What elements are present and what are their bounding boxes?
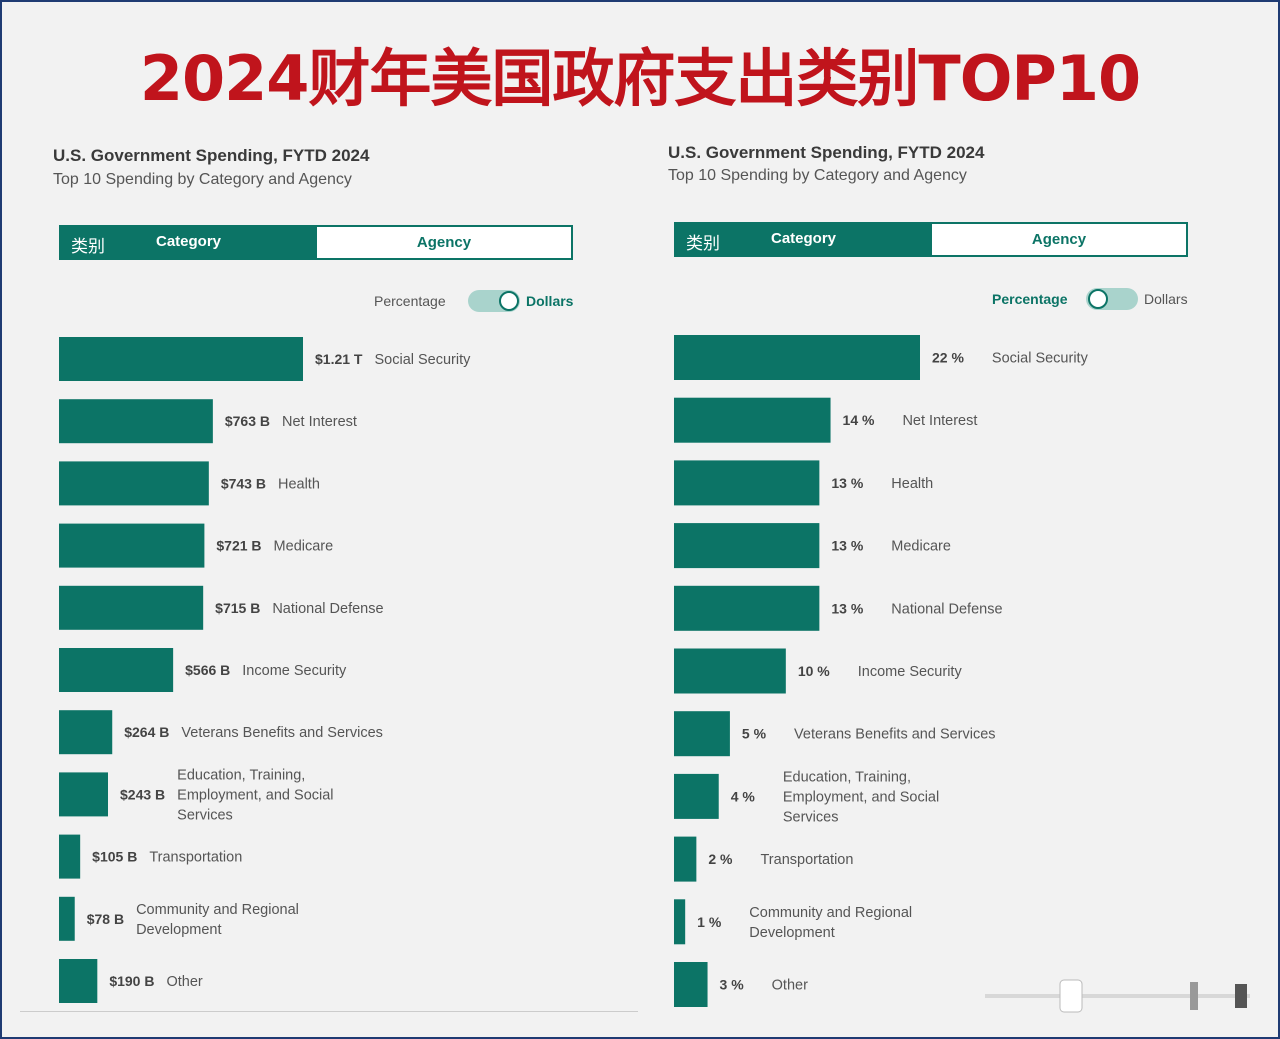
divider [20,1011,638,1012]
panel-title: U.S. Government Spending, FYTD 2024 [53,146,370,165]
category-label: Medicare [274,539,334,555]
toggle-label-percentage: Percentage [992,291,1068,307]
category-label: Health [891,476,933,492]
unit-toggle-switch[interactable] [1086,288,1138,310]
bar[interactable] [674,523,820,569]
tab-cn-label: 类别 [686,234,720,254]
bar[interactable] [59,710,113,755]
chart-dollars: $1.21 T Social Security $763 B Net Interest… [59,337,471,1003]
category-label: Income Security [242,663,347,679]
value-label: $763 B [225,413,270,429]
bar[interactable] [59,585,204,630]
value-label: $243 B [120,786,165,802]
unit-toggle: Percentage Dollars [374,290,574,314]
chart-percentage: 22 % Social Security 14 % Net Interest 13 % H… [674,335,1089,1007]
toggle-label-dollars: Dollars [526,293,574,309]
value-label: $566 B [185,662,230,678]
value-label: 13 % [831,538,863,554]
tab-cn-label: 类别 [71,237,105,257]
bar[interactable] [59,337,303,381]
bar[interactable] [59,959,98,1003]
category-label: Net Interest [282,414,357,430]
watermark-icon [985,979,1250,1013]
category-label: Social Security [992,351,1089,367]
category-label: Medicare [891,539,951,555]
tab-category-label: Category [156,233,222,250]
value-label: 5 % [742,726,767,742]
bar[interactable] [59,648,174,692]
category-label: Other [772,978,808,994]
value-label: $105 B [92,849,137,865]
value-label: 13 % [831,475,863,491]
bar[interactable] [674,899,686,945]
value-label: 2 % [708,851,733,867]
bar[interactable] [59,461,209,506]
bar[interactable] [674,585,820,631]
panel-title: U.S. Government Spending, FYTD 2024 [668,143,985,162]
value-label: 14 % [843,412,875,428]
toggle-knob [1088,289,1108,309]
tab-agency[interactable]: Agency [1031,231,1087,248]
category-label: Income Security [858,664,963,680]
category-label: Transportation [149,850,242,866]
bar[interactable] [674,460,820,506]
bar[interactable] [59,399,213,444]
unit-toggle: Percentage Dollars [992,288,1192,312]
bar[interactable] [674,836,697,882]
category-label: Community and Regional Development [136,902,299,938]
tab-agency[interactable]: Agency [416,234,472,251]
toggle-knob [499,291,519,311]
bar[interactable] [674,711,730,757]
unit-toggle-switch[interactable] [468,290,520,312]
chart-panel-percentage: U.S. Government Spending, FYTD 2024 Top … [615,0,1215,1039]
bar[interactable] [59,772,109,817]
value-label: $721 B [216,538,261,554]
bar[interactable] [59,523,205,568]
toggle-label-dollars: Dollars [1144,291,1188,307]
value-label: 10 % [798,663,830,679]
toggle-label-percentage: Percentage [374,293,446,309]
category-label: Other [166,974,202,990]
value-label: $1.21 T [315,351,363,367]
category-label: National Defense [891,601,1002,617]
page-title: 2024财年美国政府支出类别TOP10 [139,42,1141,115]
bar[interactable] [674,397,831,443]
value-label: $715 B [215,600,260,616]
view-tabs: 类别 Category Agency [59,225,573,260]
value-label: $78 B [87,911,124,927]
tab-category[interactable]: 类别 Category [61,227,317,258]
bar[interactable] [674,962,708,1007]
value-label: $190 B [109,973,154,989]
category-label: Education, Training, Employment, and Soci… [177,767,333,823]
bar[interactable] [674,648,786,694]
tab-category[interactable]: 类别 Category [676,224,932,255]
category-label: Veterans Benefits and Services [794,727,996,743]
category-label: Veterans Benefits and Services [181,725,383,741]
value-label: 4 % [731,788,756,804]
category-label: Education, Training, Employment, and Soci… [783,769,939,825]
category-label: Social Security [374,352,471,368]
category-label: National Defense [272,601,383,617]
tab-category-label: Category [771,230,837,247]
panel-subtitle: Top 10 Spending by Category and Agency [668,167,967,184]
bar[interactable] [674,773,719,819]
category-label: Health [278,476,320,492]
panel-subtitle: Top 10 Spending by Category and Agency [53,171,352,188]
category-label: Community and Regional Development [749,905,912,941]
value-label: 22 % [932,350,964,366]
value-label: 1 % [697,914,722,930]
category-label: Transportation [760,852,853,868]
bar[interactable] [59,834,81,879]
category-label: Net Interest [902,413,977,429]
bar[interactable] [674,335,920,380]
bar[interactable] [59,896,75,941]
value-label: $264 B [124,724,169,740]
value-label: 3 % [720,977,745,993]
chart-panel-dollars: U.S. Government Spending, FYTD 2024 Top … [0,0,600,1039]
value-label: $743 B [221,475,266,491]
value-label: 13 % [831,600,863,616]
view-tabs: 类别 Category Agency [674,222,1188,257]
